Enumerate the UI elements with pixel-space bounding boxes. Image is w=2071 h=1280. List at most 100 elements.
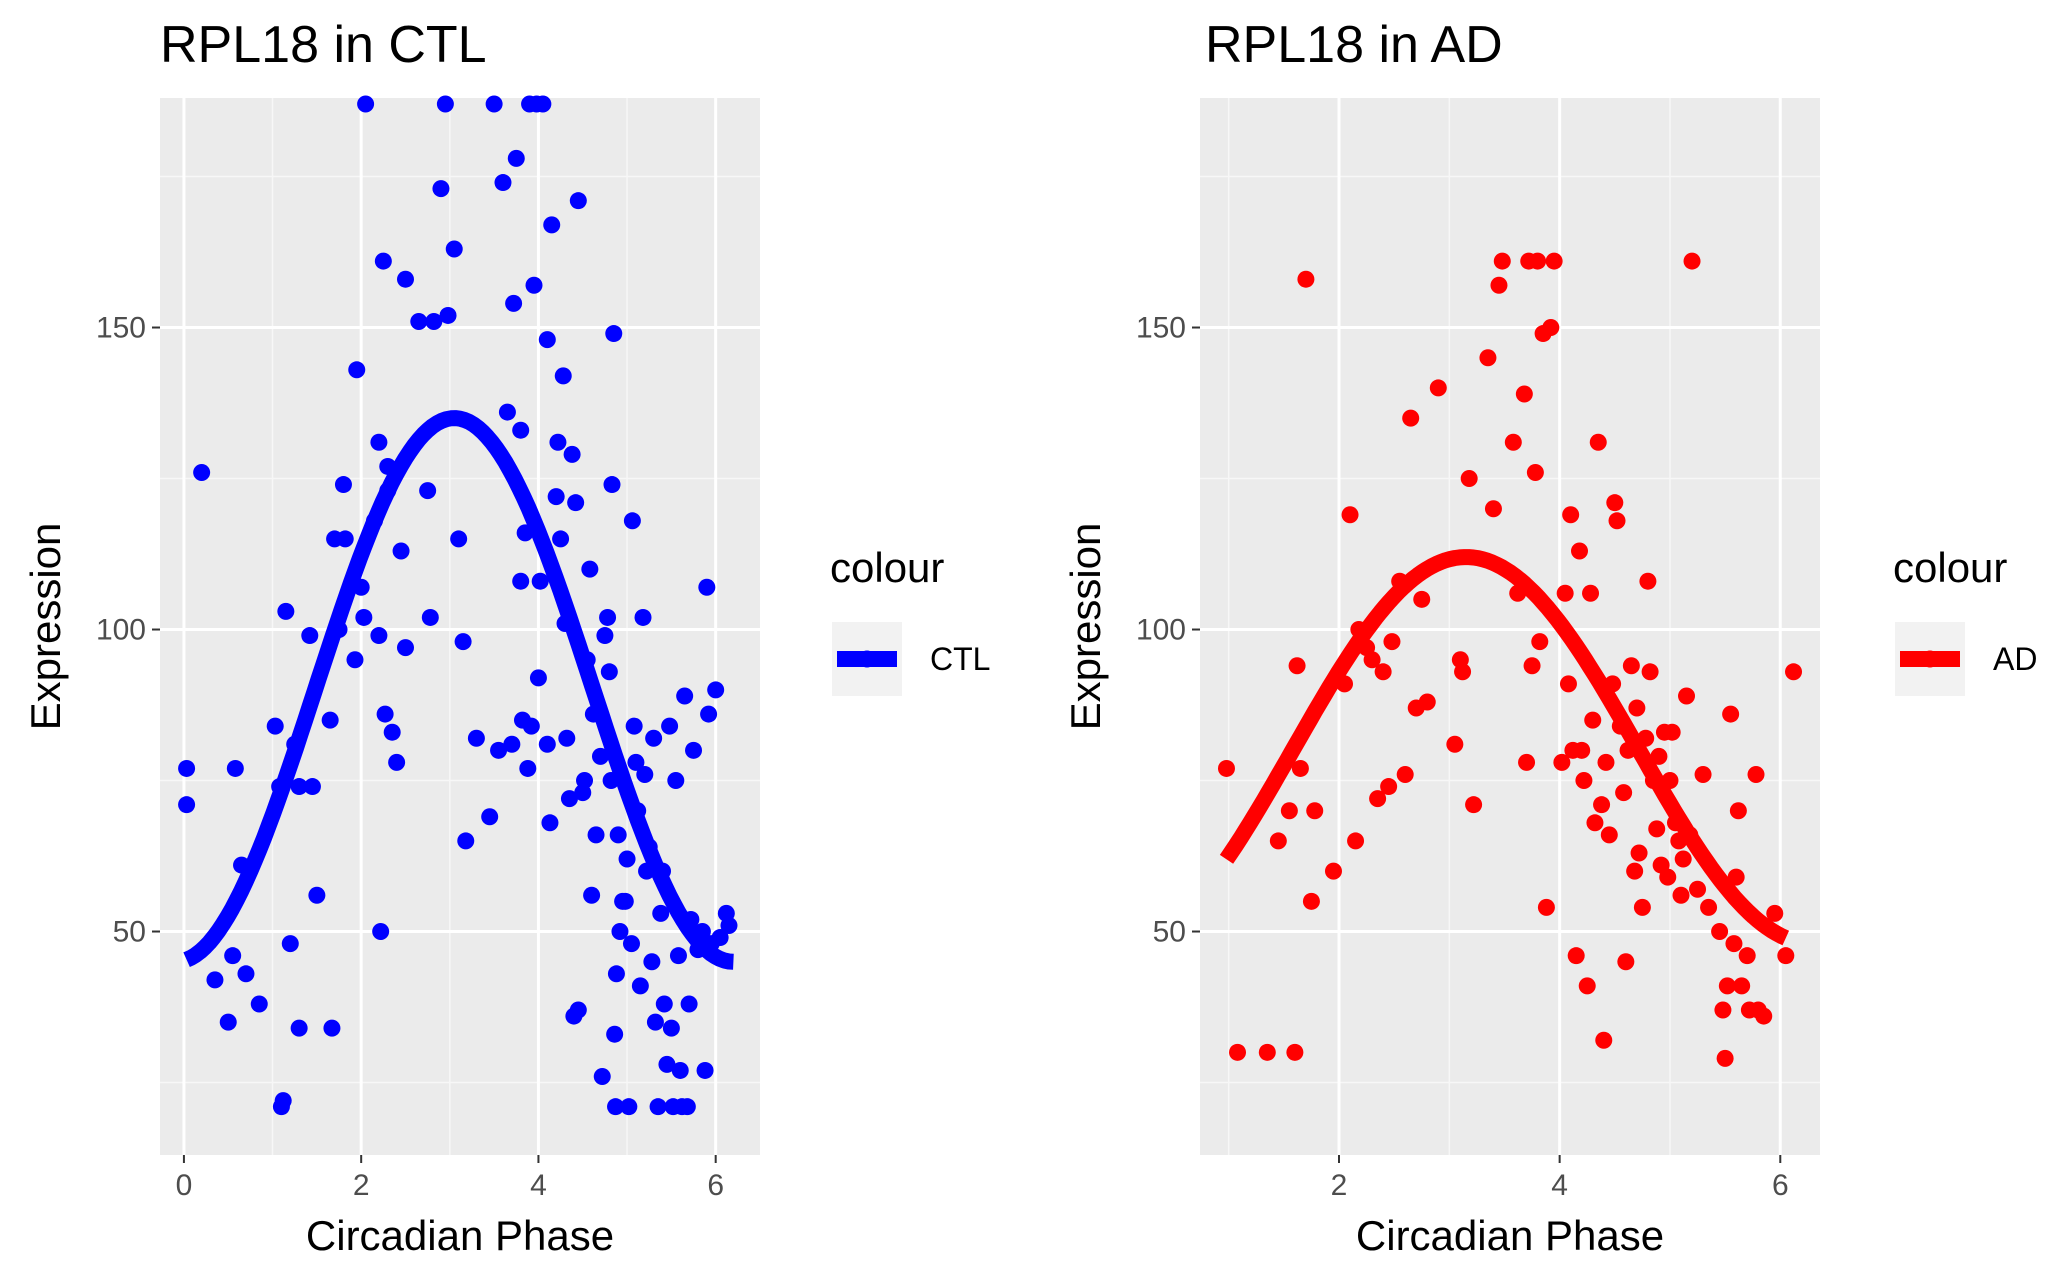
data-point — [678, 1098, 696, 1116]
data-point — [1575, 772, 1593, 790]
data-point — [676, 687, 694, 705]
data-point — [1628, 699, 1646, 717]
data-point — [1537, 898, 1555, 916]
data-point — [541, 814, 559, 832]
data-point — [1606, 494, 1624, 512]
data-point — [607, 965, 625, 983]
data-point — [655, 995, 673, 1013]
data-point — [522, 717, 540, 735]
data-point — [290, 778, 308, 796]
data-point — [237, 965, 255, 983]
data-point — [1639, 572, 1657, 590]
x-tick-label: 4 — [1551, 1169, 1568, 1202]
data-point — [1578, 977, 1596, 995]
data-point — [1648, 820, 1666, 838]
data-point — [1446, 735, 1464, 753]
legend-label: CTL — [930, 641, 990, 677]
data-point — [1484, 500, 1502, 518]
legend-key-point — [1921, 650, 1939, 668]
data-point — [529, 669, 547, 687]
data-point — [591, 747, 609, 765]
data-point — [1545, 252, 1563, 270]
data-point — [372, 923, 390, 941]
data-point — [1217, 759, 1235, 777]
data-point — [1559, 675, 1577, 693]
x-tick-label: 2 — [353, 1169, 370, 1202]
data-point — [1674, 850, 1692, 868]
data-point — [1490, 276, 1508, 294]
data-point — [485, 95, 503, 113]
data-point — [1626, 862, 1644, 880]
data-point — [1556, 584, 1574, 602]
data-point — [396, 270, 414, 288]
data-point — [266, 717, 284, 735]
data-point — [605, 325, 623, 343]
data-point — [498, 403, 516, 421]
data-point — [1504, 433, 1522, 451]
data-point — [519, 759, 537, 777]
data-point — [1584, 711, 1602, 729]
data-point — [1597, 753, 1615, 771]
data-point — [355, 608, 373, 626]
data-point — [1515, 385, 1533, 403]
data-point — [308, 886, 326, 904]
data-point — [661, 717, 679, 735]
data-point — [419, 482, 437, 500]
y-tick-label: 50 — [113, 916, 146, 949]
data-point — [1363, 651, 1381, 669]
data-point — [1672, 886, 1690, 904]
data-point — [1600, 826, 1618, 844]
chart-title: RPL18 in AD — [1205, 16, 1503, 74]
data-point — [1526, 463, 1544, 481]
data-point — [1589, 433, 1607, 451]
data-point — [1727, 868, 1745, 886]
y-tick-label: 150 — [1136, 312, 1186, 345]
data-point — [538, 331, 556, 349]
data-point — [436, 95, 454, 113]
data-point — [336, 530, 354, 548]
data-point — [603, 476, 621, 494]
data-point — [274, 1092, 292, 1110]
data-point — [512, 421, 530, 439]
data-point — [346, 651, 364, 669]
data-point — [669, 947, 687, 965]
data-point — [1341, 506, 1359, 524]
y-tick-label: 100 — [96, 614, 146, 647]
data-point — [303, 778, 321, 796]
data-point — [439, 306, 457, 324]
fit-curve — [1219, 549, 1790, 946]
data-point — [599, 608, 617, 626]
data-point — [558, 729, 576, 747]
data-point — [1608, 512, 1626, 530]
data-point — [609, 826, 627, 844]
data-point — [1374, 663, 1392, 681]
data-point — [1766, 904, 1784, 922]
data-point — [1523, 657, 1541, 675]
y-axis-title: Expression — [1062, 523, 1109, 731]
data-point — [334, 476, 352, 494]
data-point — [178, 759, 196, 777]
data-point — [606, 1025, 624, 1043]
data-point — [569, 1001, 587, 1019]
data-point — [1733, 977, 1751, 995]
data-point — [1291, 759, 1309, 777]
data-point — [1678, 687, 1696, 705]
data-point — [1747, 765, 1765, 783]
data-point — [667, 772, 685, 790]
data-point — [620, 1098, 638, 1116]
data-point — [1258, 1043, 1276, 1061]
x-tick-label: 4 — [530, 1169, 547, 1202]
data-point — [193, 463, 211, 481]
data-point — [1659, 868, 1677, 886]
data-point — [627, 753, 645, 771]
data-point — [445, 240, 463, 258]
data-point — [1738, 947, 1756, 965]
data-point — [1617, 953, 1635, 971]
data-point — [1725, 935, 1743, 953]
data-point — [616, 892, 634, 910]
data-point — [1413, 590, 1431, 608]
data-point — [250, 995, 268, 1013]
y-tick-label: 100 — [1136, 614, 1186, 647]
data-point — [680, 995, 698, 1013]
data-point — [450, 530, 468, 548]
